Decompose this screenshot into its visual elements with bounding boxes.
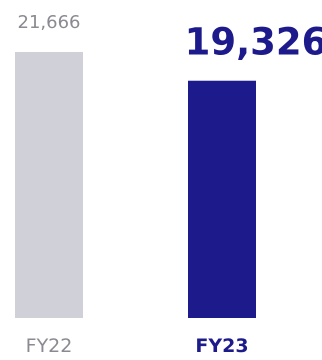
category-label-fy22: FY22 xyxy=(26,335,73,357)
bar-fy23 xyxy=(188,80,256,318)
value-label-fy23: 19,326 xyxy=(185,21,322,64)
category-label-fy23: FY23 xyxy=(195,335,248,357)
bar-fy22 xyxy=(15,52,83,318)
value-label-fy22: 21,666 xyxy=(18,12,81,33)
